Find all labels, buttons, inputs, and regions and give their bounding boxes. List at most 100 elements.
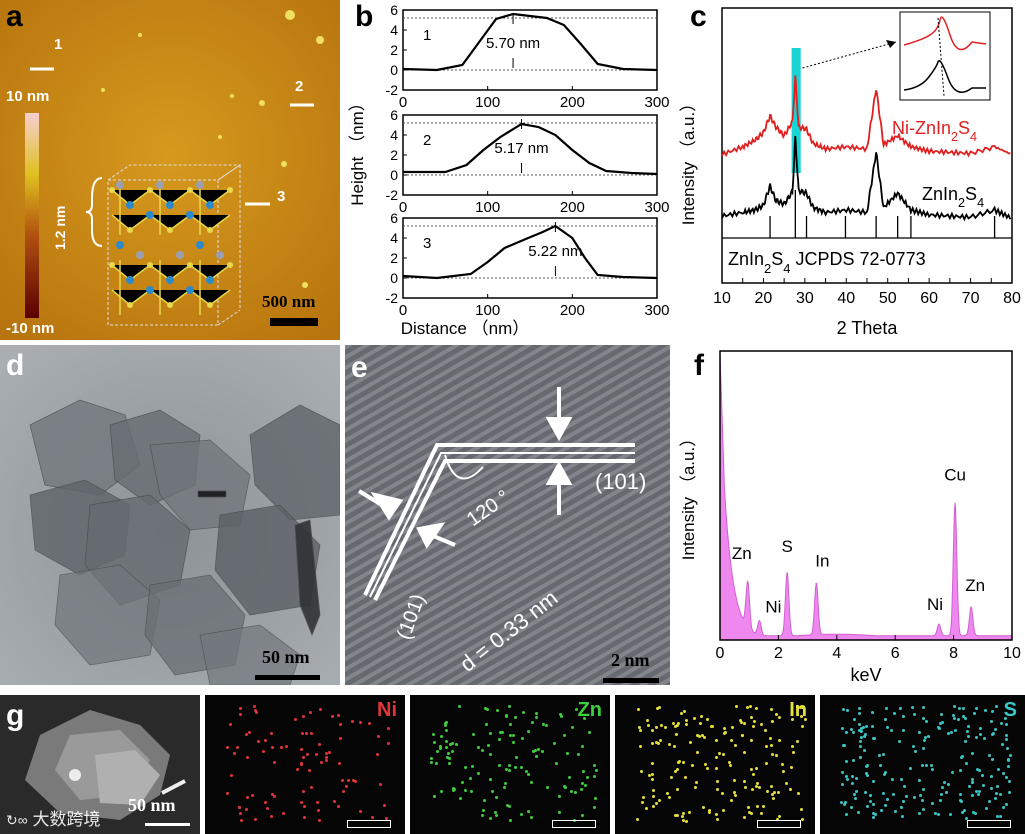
map-dot (508, 804, 512, 808)
afm-scale-bar (270, 318, 318, 326)
xrd-xtick-label-12: 70 (962, 290, 980, 307)
map-dot (681, 815, 685, 819)
map-dot (684, 719, 688, 723)
map-dot (557, 794, 561, 798)
map-dot (790, 718, 794, 722)
profile-xtick-label-1-3: 300 (644, 94, 669, 111)
xrd-xtick-label-2: 20 (755, 290, 773, 307)
map-dot (864, 771, 868, 775)
map-dot (769, 707, 773, 711)
map-dot (469, 777, 473, 781)
map-dot (430, 756, 433, 760)
map-dot (723, 732, 727, 736)
map-dot (770, 784, 774, 788)
map-dot (881, 753, 885, 757)
map-dot (699, 722, 703, 726)
profile-line-3 (402, 224, 658, 280)
map-dot (306, 752, 310, 756)
map-dot (308, 710, 312, 714)
map-dot (759, 812, 763, 816)
map-dot (580, 788, 583, 791)
profile-xtick-label-3-0: 0 (399, 302, 407, 319)
map-dot (512, 740, 516, 744)
map-dot (1004, 803, 1008, 807)
map-dot (886, 725, 890, 729)
panel-label-d: d (6, 349, 25, 382)
map-dot (514, 766, 518, 770)
angle-arc (444, 454, 484, 480)
map-dot (332, 800, 336, 804)
map-dot (931, 802, 935, 806)
map-dot (770, 744, 774, 748)
map-dot (458, 705, 462, 709)
map-dot (230, 774, 233, 778)
panel-label-f: f (694, 349, 704, 382)
map-dot (238, 806, 242, 810)
map-dot (751, 773, 755, 777)
map-dot (226, 746, 230, 750)
map-dot (781, 770, 785, 774)
map-dot (723, 730, 727, 734)
map-dot (261, 750, 265, 754)
map-dot (927, 735, 931, 739)
map-dot (705, 767, 709, 771)
map-dot (892, 793, 896, 797)
map-dot (972, 712, 976, 716)
map-dot (458, 796, 462, 800)
map-dot (801, 705, 805, 709)
map-dot (735, 705, 739, 709)
map-dot (301, 789, 305, 793)
map-dot (299, 801, 303, 805)
map-dot (679, 711, 683, 715)
xrd-inset-pointer (802, 41, 897, 69)
map-dot (748, 705, 752, 709)
map-dot (505, 714, 508, 718)
afm-marker-label-3: 3 (277, 188, 286, 205)
map-dot (483, 798, 487, 802)
map-dot (238, 707, 242, 711)
map-dot (461, 780, 465, 784)
map-dot (301, 755, 305, 759)
map-dot (370, 816, 374, 820)
xrd-xtick-label-4: 30 (796, 290, 814, 307)
map-dot (445, 756, 449, 760)
map-dot (966, 724, 970, 728)
map-dot (939, 798, 943, 802)
map-dot (668, 743, 672, 747)
profile-xtick-label-1-2: 200 (560, 94, 585, 111)
hrtem-scale-bar-label: 2 nm (611, 650, 650, 670)
map-dot (698, 734, 702, 738)
map-dot (351, 720, 355, 724)
map-dot (341, 789, 345, 793)
map-dot (879, 763, 883, 767)
profile-ytick-label-3-3: 4 (390, 230, 398, 246)
map-dot (584, 784, 588, 788)
afm-colorbar-min: -10 nm (6, 320, 55, 337)
xrd-inset-guide (937, 17, 945, 97)
map-dot (974, 706, 978, 710)
map-dot (774, 753, 778, 757)
profile-height-3: 5.22 nm (528, 243, 582, 260)
map-dot (904, 795, 908, 799)
map-dot (999, 815, 1003, 819)
map-dot (990, 710, 994, 714)
map-dot (755, 782, 759, 786)
map-dot (995, 784, 999, 788)
map-dot (840, 771, 844, 775)
profile-height-2: 5.17 nm (494, 140, 548, 157)
map-dot (501, 730, 505, 734)
haadf-image (25, 710, 190, 826)
map-dot (714, 738, 718, 742)
map-dot (972, 810, 975, 814)
profile-ytick-label-2-0: -2 (386, 187, 399, 203)
map-dot (743, 780, 747, 784)
afm-marker-label-1: 1 (54, 36, 63, 53)
map-dot (568, 775, 572, 779)
map-dot (535, 716, 539, 720)
xrd-xtick-label-0: 10 (713, 290, 731, 307)
map-dot (975, 789, 979, 793)
map-dot (764, 745, 768, 749)
map-dot (302, 805, 306, 809)
map-dot (740, 721, 744, 725)
map-dot (941, 786, 945, 790)
